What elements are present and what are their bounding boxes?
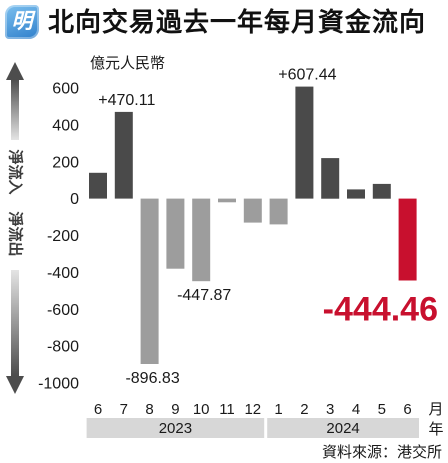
bar-2023-6 bbox=[89, 172, 107, 199]
month-label-2023-6: 6 bbox=[94, 401, 102, 418]
value-label-2023-8: -896.83 bbox=[125, 370, 179, 387]
month-label-2023-10: 10 bbox=[193, 401, 210, 418]
year-label-2024: 2024 bbox=[326, 420, 359, 437]
net-outflow-label: 淨流出 bbox=[7, 211, 25, 256]
bar-2023-11 bbox=[218, 198, 236, 203]
y-axis-unit-label: 億元人民幣 bbox=[90, 55, 165, 72]
arrow-down-shaft bbox=[11, 270, 19, 376]
month-label-2023-7: 7 bbox=[120, 401, 128, 418]
y-tick-label-6: -600 bbox=[47, 302, 79, 319]
value-label-2024-2: +607.44 bbox=[278, 67, 336, 84]
bar-2024-5 bbox=[372, 183, 391, 199]
bar-series bbox=[89, 86, 417, 364]
bar-2024-2 bbox=[295, 86, 314, 199]
month-label-2024-4: 4 bbox=[352, 401, 360, 418]
net-inflow-label: 淨流入 bbox=[7, 149, 25, 194]
value-label-2023-10: -447.87 bbox=[177, 287, 231, 304]
x-axis-year-unit: 年 bbox=[428, 421, 443, 438]
x-axis-month-ticks: 6 7 8 9 10 11 12 1 2 3 4 5 6 bbox=[94, 401, 412, 418]
y-tick-label-4: -200 bbox=[47, 228, 79, 245]
arrow-down-head-icon bbox=[6, 376, 24, 394]
month-label-2023-9: 9 bbox=[171, 401, 179, 418]
bar-2023-9 bbox=[166, 198, 185, 269]
arrow-up-head-icon bbox=[6, 62, 24, 80]
page-title: 北向交易過去一年每月資金流向 bbox=[48, 7, 427, 37]
year-label-2023: 2023 bbox=[159, 420, 192, 437]
y-tick-label-2: 200 bbox=[52, 154, 79, 171]
y-tick-label-0: 600 bbox=[52, 81, 79, 98]
month-label-2024-1: 1 bbox=[274, 401, 282, 418]
year-band-2024 bbox=[267, 418, 419, 438]
y-tick-label-1: 400 bbox=[52, 117, 79, 134]
value-labels: +470.11 -896.83 -447.87 +607.44 -444.46 bbox=[98, 67, 438, 387]
bar-2023-7 bbox=[114, 111, 133, 199]
month-label-2023-12: 12 bbox=[244, 401, 261, 418]
y-tick-label-3: 0 bbox=[70, 191, 79, 208]
year-band-2023 bbox=[86, 418, 265, 438]
source-note: 資料來源：港交所 bbox=[322, 443, 442, 461]
arrow-up-shaft bbox=[11, 80, 19, 140]
bar-2024-4 bbox=[347, 189, 365, 199]
x-axis-month-unit: 月 bbox=[428, 401, 443, 418]
month-label-2023-11: 11 bbox=[219, 401, 235, 418]
highlight-value-label-2024-6: -444.46 bbox=[323, 291, 438, 329]
y-axis-ticks: 600 400 200 0 -200 -400 -600 -800 -1000 bbox=[38, 81, 79, 393]
month-label-2023-8: 8 bbox=[145, 401, 153, 418]
bar-2023-12 bbox=[243, 198, 262, 223]
bar-2024-1 bbox=[269, 198, 288, 225]
bar-2024-6 bbox=[398, 198, 417, 281]
value-label-2023-7: +470.11 bbox=[98, 92, 155, 109]
month-label-2024-2: 2 bbox=[300, 401, 308, 418]
bar-2023-8 bbox=[140, 198, 159, 364]
bar-2024-3 bbox=[321, 158, 340, 199]
y-tick-label-7: -800 bbox=[47, 339, 79, 356]
month-label-2024-6: 6 bbox=[403, 401, 411, 418]
bar-2023-10 bbox=[192, 198, 211, 282]
flow-direction-arrow: 淨流入 淨流出 bbox=[6, 62, 25, 394]
x-axis-year-bands: 2023 2024 bbox=[86, 418, 419, 438]
y-tick-label-5: -400 bbox=[47, 265, 79, 282]
month-label-2024-5: 5 bbox=[378, 401, 386, 418]
y-tick-label-8: -1000 bbox=[38, 376, 79, 393]
month-label-2024-3: 3 bbox=[326, 401, 334, 418]
newspaper-logo: 明 bbox=[5, 5, 39, 39]
